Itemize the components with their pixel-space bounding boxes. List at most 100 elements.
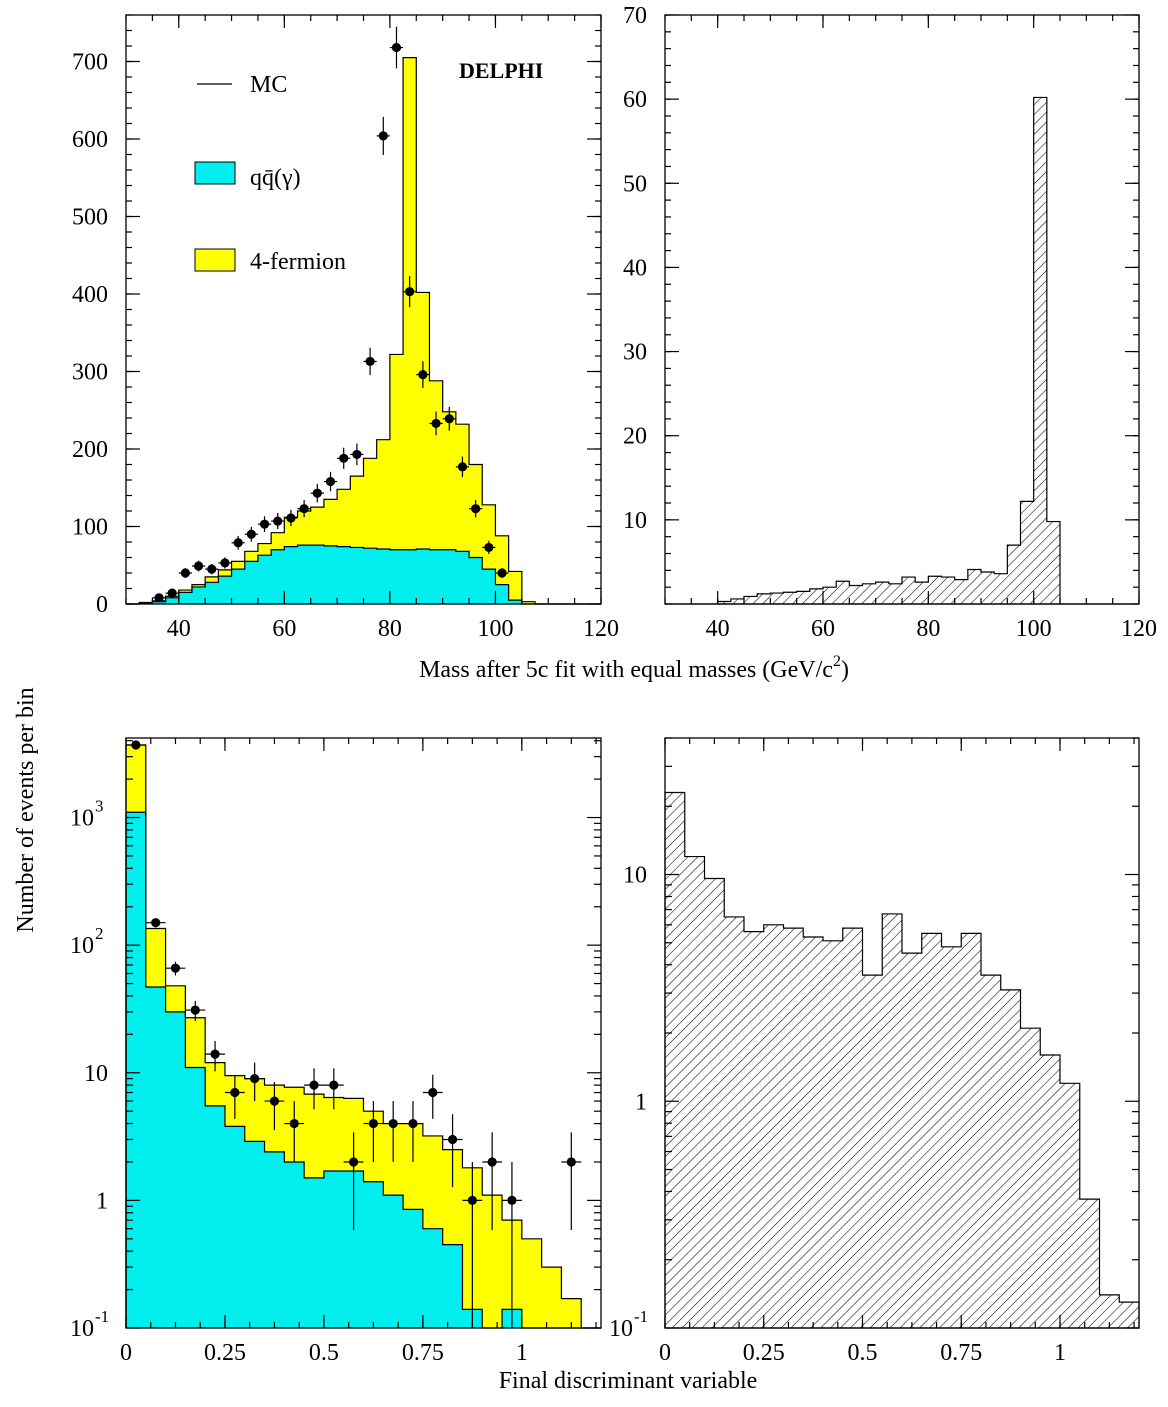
data-point [246, 529, 256, 539]
mc-histogram-outline [125, 744, 601, 1329]
data-point [220, 558, 230, 568]
y-tick-label: 70 [623, 3, 647, 29]
panel-top-left: 40 60 80 100 120 0 100 200 300 400 500 600 700 [72, 14, 619, 642]
plot-frame [125, 737, 602, 1329]
x-tick-label: 40 [706, 616, 730, 642]
data-point [312, 488, 322, 498]
x-tick-label: 120 [583, 616, 619, 642]
data-point [289, 1118, 299, 1129]
y-axis-title: Number of events per bin [13, 687, 39, 932]
y-tick-label: 1 [635, 1089, 647, 1115]
signal-histogram-hatched [664, 791, 1140, 1329]
legend-qq-swatch [194, 161, 236, 185]
y-tick-label: 1 [96, 1188, 108, 1214]
y-tick-label: 0 [96, 592, 108, 618]
data-point [507, 1195, 517, 1205]
data-point [444, 414, 454, 424]
data-point [484, 542, 494, 553]
mc-histogram-outline [126, 57, 601, 605]
x-tick-label: 100 [477, 616, 513, 642]
y-tick-label: 10 [84, 1061, 108, 1087]
fermion-histogram-fill [126, 57, 601, 604]
data-point [269, 1096, 280, 1106]
x-tick-label: 80 [378, 616, 402, 642]
x-tick-label: 60 [272, 616, 296, 642]
data-point [230, 1087, 240, 1098]
data-point [170, 963, 181, 973]
legend: MC qq̄(γ) 4-fermion [194, 72, 346, 275]
data-point [487, 1157, 497, 1167]
data-point [329, 1080, 339, 1090]
data-point [431, 418, 441, 429]
data-point [428, 1087, 438, 1098]
data-point [309, 1080, 319, 1090]
y-tick-label: 40 [623, 255, 647, 281]
data-point [388, 1118, 398, 1129]
bottom-x-axis-title: Final discriminant variable [499, 1368, 758, 1394]
y-tick-label: 700 [72, 50, 108, 76]
x-tick-label: 0 [659, 1340, 671, 1366]
data-point [467, 1195, 477, 1205]
data-point [233, 538, 243, 548]
data-point [457, 462, 468, 472]
data-point [391, 42, 402, 53]
legend-mc-label: MC [250, 72, 287, 98]
qq-histogram-fill [126, 545, 601, 604]
x-tick-label: 40 [167, 616, 191, 642]
data-point [349, 1157, 359, 1167]
data-point [497, 568, 507, 578]
y-tick-label: 600 [72, 127, 108, 153]
x-tick-label: 0.75 [940, 1340, 982, 1366]
x-tick-label: 0.75 [402, 1340, 444, 1366]
data-point [131, 740, 141, 750]
data-point [339, 453, 349, 463]
data-point [566, 1157, 576, 1167]
legend-fermion-label: 4-fermion [250, 249, 346, 275]
y-tick-label-exponent: -1 [95, 1307, 109, 1326]
data-point [273, 516, 283, 526]
data-point [259, 519, 270, 529]
panel-top-right: 40 60 80 100 120 10 20 30 40 50 60 70 [623, 3, 1157, 642]
data-point [352, 449, 362, 460]
y-tick-label: 10 [70, 806, 94, 832]
y-tick-label: 300 [72, 360, 108, 386]
y-tick-label: 30 [623, 340, 647, 366]
x-tick-label: 0.25 [204, 1340, 246, 1366]
y-tick-label-exponent: 3 [95, 797, 104, 816]
data-point [286, 513, 296, 523]
legend-fermion-swatch [194, 248, 236, 272]
y-tick-label-exponent: -1 [634, 1307, 648, 1326]
x-tick-label: 1 [516, 1340, 528, 1366]
data-point [154, 593, 164, 603]
data-point [378, 131, 388, 141]
top-x-axis-title-main: Mass after 5c fit with equal masses (GeV… [419, 657, 833, 683]
signal-histogram-hatched [665, 96, 1139, 605]
legend-qq-label: qq̄(γ) [250, 165, 301, 191]
x-tick-label: 120 [1121, 616, 1157, 642]
data-point [180, 568, 190, 578]
data-point [250, 1074, 260, 1084]
x-tick-label: 0 [120, 1340, 132, 1366]
experiment-label: DELPHI [459, 58, 543, 83]
x-tick-label: 0.25 [743, 1340, 785, 1366]
y-tick-label: 200 [72, 437, 108, 463]
x-tick-label: 80 [916, 616, 940, 642]
data-point [408, 1118, 418, 1129]
data-point [418, 370, 428, 380]
y-tick-label: 50 [623, 171, 647, 197]
data-point [190, 1005, 200, 1015]
y-tick-label: 20 [623, 424, 647, 450]
qq-histogram-outline [126, 544, 601, 605]
x-tick-label: 0.5 [309, 1340, 339, 1366]
plot-frame [664, 14, 1140, 605]
data-point [325, 476, 336, 487]
data-point [471, 504, 481, 514]
x-tick-label: 100 [1016, 616, 1052, 642]
y-tick-label: 10 [70, 1316, 94, 1342]
data-point [207, 564, 217, 574]
data-point [368, 1118, 378, 1129]
data-point [151, 918, 161, 928]
data-point [210, 1049, 220, 1059]
qq-histogram-fill [126, 812, 601, 1328]
